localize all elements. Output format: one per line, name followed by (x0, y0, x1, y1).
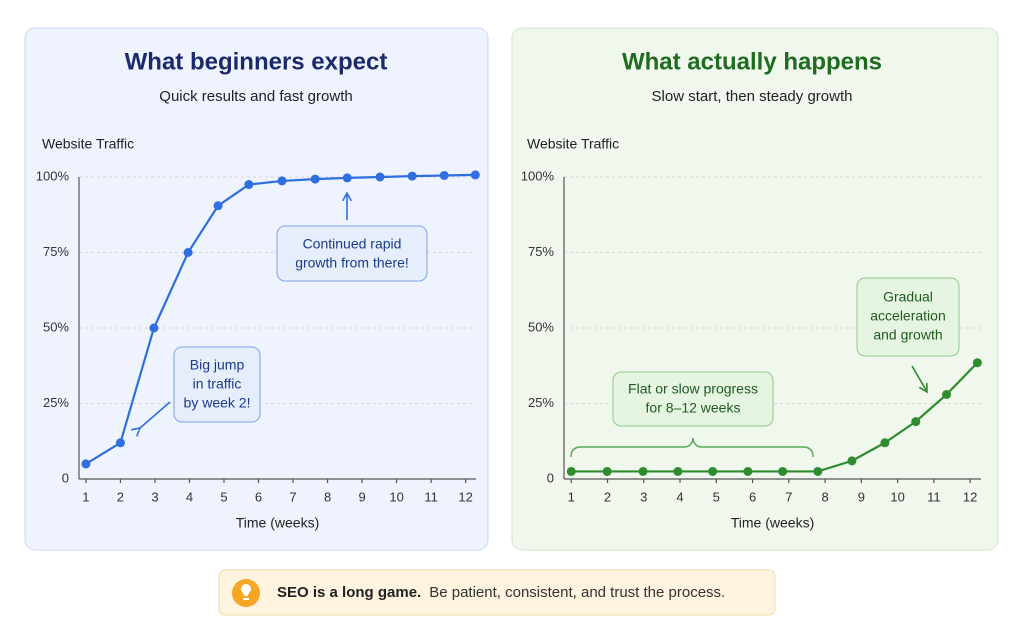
x-tick-label: 10 (389, 489, 403, 504)
annotation-text: by week 2! (184, 395, 251, 411)
annotation-text: growth from there! (295, 255, 409, 271)
x-tick-label: 7 (289, 489, 296, 504)
annotation-text: in traffic (193, 376, 242, 392)
x-tick-label: 8 (821, 489, 828, 504)
x-tick-label: 10 (890, 489, 904, 504)
annotation-text: acceleration (870, 308, 946, 324)
point (277, 176, 287, 186)
y-axis-label: Website Traffic (42, 136, 134, 152)
x-axis-label: Time (weeks) (236, 515, 320, 531)
point (213, 201, 223, 211)
point (813, 466, 823, 476)
y-tick-label: 50% (528, 319, 554, 334)
x-tick-label: 6 (749, 489, 756, 504)
x-tick-label: 11 (927, 489, 941, 504)
panel (24, 27, 489, 551)
x-tick-label: 2 (117, 489, 124, 504)
x-tick-label: 6 (255, 489, 262, 504)
point (81, 459, 91, 469)
y-tick-label: 100% (36, 168, 70, 183)
annotation-text: Flat or slow progress (628, 381, 758, 397)
point (342, 173, 352, 183)
x-tick-label: 8 (324, 489, 331, 504)
x-tick-label: 12 (458, 489, 472, 504)
callout-text: SEO is a long game. Be patient, consisten… (277, 584, 725, 601)
point (972, 358, 982, 368)
point (115, 438, 125, 448)
x-tick-label: 4 (676, 489, 683, 504)
annotation-text: Continued rapid (303, 236, 402, 252)
y-tick-label: 100% (521, 168, 555, 183)
x-tick-label: 7 (785, 489, 792, 504)
point (375, 172, 385, 182)
x-tick-label: 9 (858, 489, 865, 504)
point (566, 466, 576, 476)
callout-bold: SEO is a long game. (277, 584, 421, 601)
point (880, 438, 890, 448)
x-tick-label: 4 (186, 489, 193, 504)
arrow-head (341, 191, 353, 202)
point (778, 466, 788, 476)
y-tick-label: 25% (43, 395, 69, 410)
annotation-box (612, 371, 774, 427)
point (183, 248, 193, 257)
x-tick-label: 5 (220, 489, 227, 504)
chart-title: What actually happens (622, 48, 882, 75)
point (911, 417, 921, 427)
point (439, 170, 449, 180)
y-tick-label: 25% (528, 395, 554, 410)
point (638, 466, 648, 476)
x-tick-label: 9 (358, 489, 365, 504)
annotation-text: and growth (873, 327, 942, 343)
annotation-arrow (911, 365, 927, 391)
callout-body: Be patient, consistent, and trust the pr… (429, 584, 725, 601)
point (470, 170, 480, 180)
annotation-text: Gradual (883, 289, 933, 305)
x-tick-label: 1 (82, 489, 89, 504)
arrow-head (131, 426, 142, 437)
annotation-box (276, 225, 428, 282)
x-tick-label: 2 (604, 489, 611, 504)
point (310, 174, 320, 184)
x-tick-label: 12 (963, 489, 977, 504)
bulb-glyph (241, 584, 251, 600)
point (847, 456, 857, 466)
x-tick-label: 3 (640, 489, 647, 504)
x-tick-label: 5 (713, 489, 720, 504)
annotation-brace (570, 437, 814, 458)
x-axis-label: Time (weeks) (731, 515, 815, 531)
chart-subtitle: Slow start, then steady growth (652, 88, 853, 105)
point (708, 466, 718, 476)
callout-box (218, 569, 776, 616)
y-tick-label: 0 (62, 470, 69, 485)
chart-title: What beginners expect (125, 48, 388, 75)
point (942, 389, 952, 399)
point (743, 466, 753, 476)
annotation-arrow (139, 401, 171, 429)
annotation-box (173, 346, 261, 423)
annotation-box (856, 277, 960, 357)
y-tick-label: 0 (547, 470, 554, 485)
annotation-text: Big jump (190, 357, 245, 373)
y-tick-label: 50% (43, 319, 69, 334)
y-axis-label: Website Traffic (527, 136, 619, 152)
x-tick-label: 11 (424, 489, 438, 504)
chart-subtitle: Quick results and fast growth (159, 88, 352, 105)
x-tick-label: 3 (151, 489, 158, 504)
y-tick-label: 75% (43, 244, 69, 259)
point (673, 466, 683, 476)
x-tick-label: 1 (568, 489, 575, 504)
point (602, 466, 612, 476)
point (149, 323, 159, 333)
point (244, 180, 254, 190)
arrow-head (918, 382, 928, 394)
annotation-text: for 8–12 weeks (646, 400, 741, 416)
y-tick-label: 75% (528, 244, 554, 259)
point (407, 171, 417, 181)
